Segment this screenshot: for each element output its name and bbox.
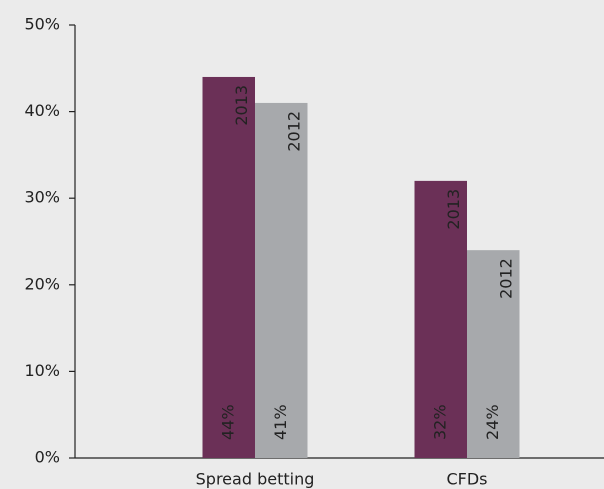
bar xyxy=(202,76,255,459)
y-tick-label: 0% xyxy=(35,448,60,467)
y-tick-label: 10% xyxy=(24,361,60,380)
series-label: 2012 xyxy=(285,111,304,152)
y-tick-label: 20% xyxy=(24,274,60,293)
series-label: 2013 xyxy=(232,85,251,126)
series-label: 2013 xyxy=(444,189,463,230)
bar xyxy=(414,180,467,458)
x-tick-label: CFDs xyxy=(446,470,487,489)
value-label: 24% xyxy=(483,404,502,440)
y-tick-label: 50% xyxy=(24,15,60,34)
series-label: 2012 xyxy=(497,258,516,299)
y-tick-label: 30% xyxy=(24,188,60,207)
bar xyxy=(467,250,520,458)
bar xyxy=(255,102,308,458)
value-label: 32% xyxy=(430,404,449,440)
value-label: 44% xyxy=(218,404,237,440)
value-label: 41% xyxy=(271,404,290,440)
y-tick-label: 40% xyxy=(24,101,60,120)
x-tick-label: Spread betting xyxy=(196,470,315,489)
